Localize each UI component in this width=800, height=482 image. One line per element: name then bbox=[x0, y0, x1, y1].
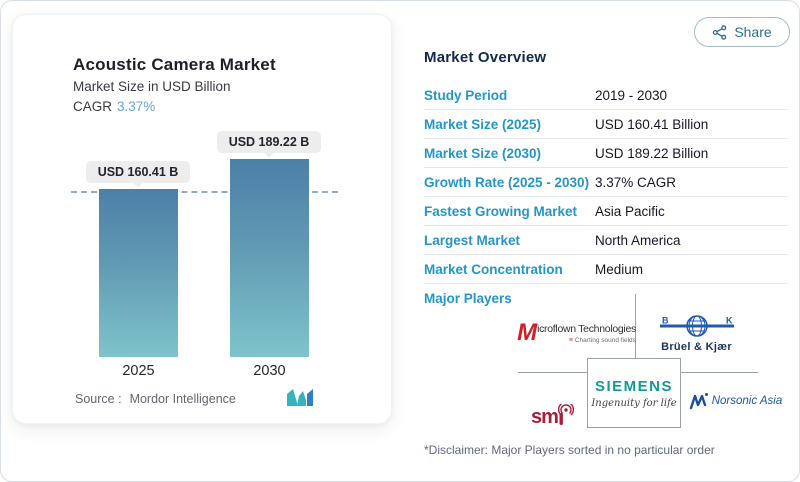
overview-row: Fastest Growing Market Asia Pacific bbox=[424, 197, 788, 226]
chart-card: Acoustic Camera Market Market Size in US… bbox=[12, 14, 392, 424]
bruel-kjaer-globe-icon: B K bbox=[659, 314, 734, 337]
source-row: Source : Mordor Intelligence bbox=[75, 392, 236, 406]
grid-divider-horizontal bbox=[518, 372, 587, 373]
bar-2030 bbox=[229, 159, 309, 357]
overview-table: Study Period 2019 - 2030 Market Size (2025… bbox=[424, 81, 788, 284]
overview-row-value: North America bbox=[595, 232, 681, 248]
overview-title: Market Overview bbox=[424, 49, 547, 66]
major-players-grid: M icroflown Technologies ≡ Charting sound… bbox=[517, 294, 790, 430]
cagr-line: CAGR 3.37% bbox=[73, 99, 155, 114]
smi-text: sm bbox=[531, 406, 559, 428]
overview-row-value: 3.37% CAGR bbox=[595, 174, 677, 190]
share-button[interactable]: Share bbox=[694, 17, 790, 47]
overview-row-label: Market Size (2025) bbox=[424, 116, 542, 132]
logo-siemens: SIEMENS Ingenuity for life bbox=[587, 358, 681, 428]
logo-norsonic-asia: Norsonic Asia bbox=[681, 376, 790, 426]
bar-group-2025: USD 160.41 B bbox=[83, 161, 193, 357]
overview-row: Largest Market North America bbox=[424, 226, 788, 255]
bar-value-label-2030: USD 189.22 B bbox=[216, 131, 322, 153]
chart-subtitle: Market Size in USD Billion bbox=[73, 79, 231, 94]
svg-text:B: B bbox=[662, 315, 669, 325]
smi-i-mark-icon bbox=[557, 404, 574, 425]
major-players-label: Major Players bbox=[424, 291, 512, 306]
source-value: Mordor Intelligence bbox=[129, 392, 236, 406]
overview-row: Market Size (2030) USD 189.22 Billion bbox=[424, 139, 788, 168]
overview-row-label: Fastest Growing Market bbox=[424, 203, 578, 219]
x-axis-label-2030: 2030 bbox=[253, 363, 286, 379]
microflown-name: icroflown Technologies bbox=[537, 322, 636, 335]
microflown-m-mark: M bbox=[517, 318, 538, 346]
bruel-kjaer-name: Brüel & Kjær bbox=[661, 340, 732, 353]
overview-row: Study Period 2019 - 2030 bbox=[424, 81, 788, 110]
bar-value-label-2025: USD 160.41 B bbox=[85, 161, 191, 183]
grid-divider-vertical bbox=[635, 294, 636, 372]
chart-title: Acoustic Camera Market bbox=[73, 55, 276, 74]
logo-microflown-technologies: M icroflown Technologies ≡ Charting sound… bbox=[517, 302, 636, 364]
grid-divider-horizontal bbox=[681, 372, 758, 373]
overview-row-label: Growth Rate (2025 - 2030) bbox=[424, 174, 590, 190]
bar-2025 bbox=[98, 189, 178, 357]
svg-text:K: K bbox=[726, 315, 733, 325]
norsonic-mark-icon bbox=[689, 393, 708, 410]
share-icon bbox=[713, 24, 727, 40]
x-axis-label-2025: 2025 bbox=[122, 363, 155, 379]
siemens-tagline: Ingenuity for life bbox=[591, 397, 677, 409]
overview-row-value: Medium bbox=[595, 261, 644, 277]
share-button-label: Share bbox=[734, 24, 772, 40]
cagr-label: CAGR bbox=[73, 99, 113, 114]
reference-dashed-line bbox=[71, 191, 338, 193]
overview-row-label: Study Period bbox=[424, 87, 508, 103]
source-label: Source : bbox=[75, 392, 122, 406]
logo-smi: sm bbox=[518, 376, 587, 428]
overview-row: Growth Rate (2025 - 2030) 3.37% CAGR bbox=[424, 168, 788, 197]
bar-group-2030: USD 189.22 B bbox=[214, 131, 324, 357]
overview-row-value: Asia Pacific bbox=[595, 203, 665, 219]
mordor-intelligence-logo bbox=[286, 388, 314, 412]
microflown-tagline: ≡ Charting sound fields bbox=[569, 336, 636, 344]
disclaimer-text: *Disclaimer: Major Players sorted in no … bbox=[424, 443, 715, 457]
siemens-name: SIEMENS bbox=[594, 377, 673, 395]
overview-row: Market Size (2025) USD 160.41 Billion bbox=[424, 110, 788, 139]
logo-bruel-kjaer: B K Brüel & Kjær bbox=[635, 302, 758, 364]
overview-row-value: USD 189.22 Billion bbox=[595, 145, 709, 161]
overview-row: Market Concentration Medium bbox=[424, 255, 788, 284]
overview-row-label: Market Concentration bbox=[424, 261, 563, 277]
overview-row-label: Market Size (2030) bbox=[424, 145, 542, 161]
overview-row-label: Largest Market bbox=[424, 232, 521, 248]
norsonic-name: Norsonic Asia bbox=[711, 395, 783, 407]
cagr-value: 3.37% bbox=[117, 99, 156, 114]
overview-row-value: 2019 - 2030 bbox=[595, 87, 668, 103]
overview-row-value: USD 160.41 Billion bbox=[595, 116, 709, 132]
